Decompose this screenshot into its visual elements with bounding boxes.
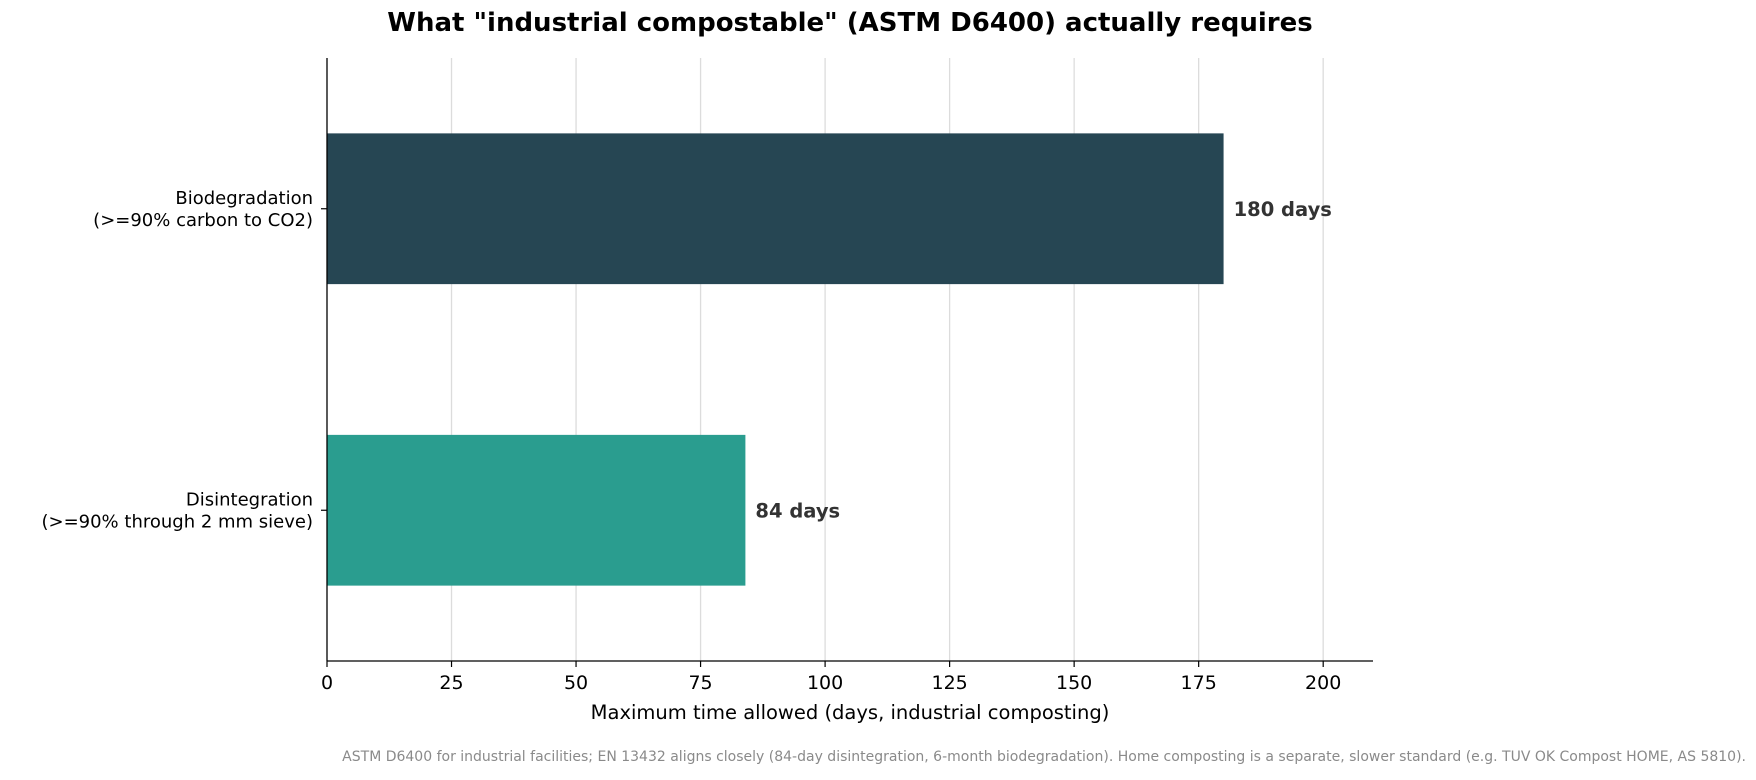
category-labels: Biodegradation(>=90% carbon to CO2) Disin…: [41, 188, 327, 532]
bars: [327, 133, 1224, 586]
x-tick-label-0: 0: [321, 672, 333, 694]
x-ticks: 0 25 50 75 100 125 150 175 200: [321, 661, 1341, 694]
value-labels: 180 days 84 days: [755, 198, 1332, 523]
x-tick-label-200: 200: [1305, 672, 1341, 694]
x-tick-label-75: 75: [688, 672, 712, 694]
chart-title: What "industrial compostable" (ASTM D640…: [387, 8, 1313, 38]
value-label-1: 180 days: [1234, 198, 1332, 221]
bar-2: [327, 434, 746, 586]
bar-1: [327, 133, 1224, 285]
category-label-1-line-1: Biodegradation: [175, 188, 313, 209]
footnote: ASTM D6400 for industrial facilities; EN…: [342, 749, 1746, 765]
x-axis-title: Maximum time allowed (days, industrial c…: [591, 701, 1110, 724]
x-tick-label-100: 100: [807, 672, 843, 694]
value-label-2: 84 days: [755, 499, 840, 522]
x-tick-label-50: 50: [564, 672, 588, 694]
category-label-2-line-2: (>=90% through 2 mm sieve): [41, 511, 313, 532]
x-tick-label-175: 175: [1181, 672, 1217, 694]
category-label-1-line-2: (>=90% carbon to CO2): [93, 210, 313, 231]
category-label-2-line-1: Disintegration: [186, 489, 313, 510]
x-tick-label-150: 150: [1056, 672, 1092, 694]
x-tick-label-125: 125: [931, 672, 967, 694]
x-tick-label-25: 25: [439, 672, 463, 694]
